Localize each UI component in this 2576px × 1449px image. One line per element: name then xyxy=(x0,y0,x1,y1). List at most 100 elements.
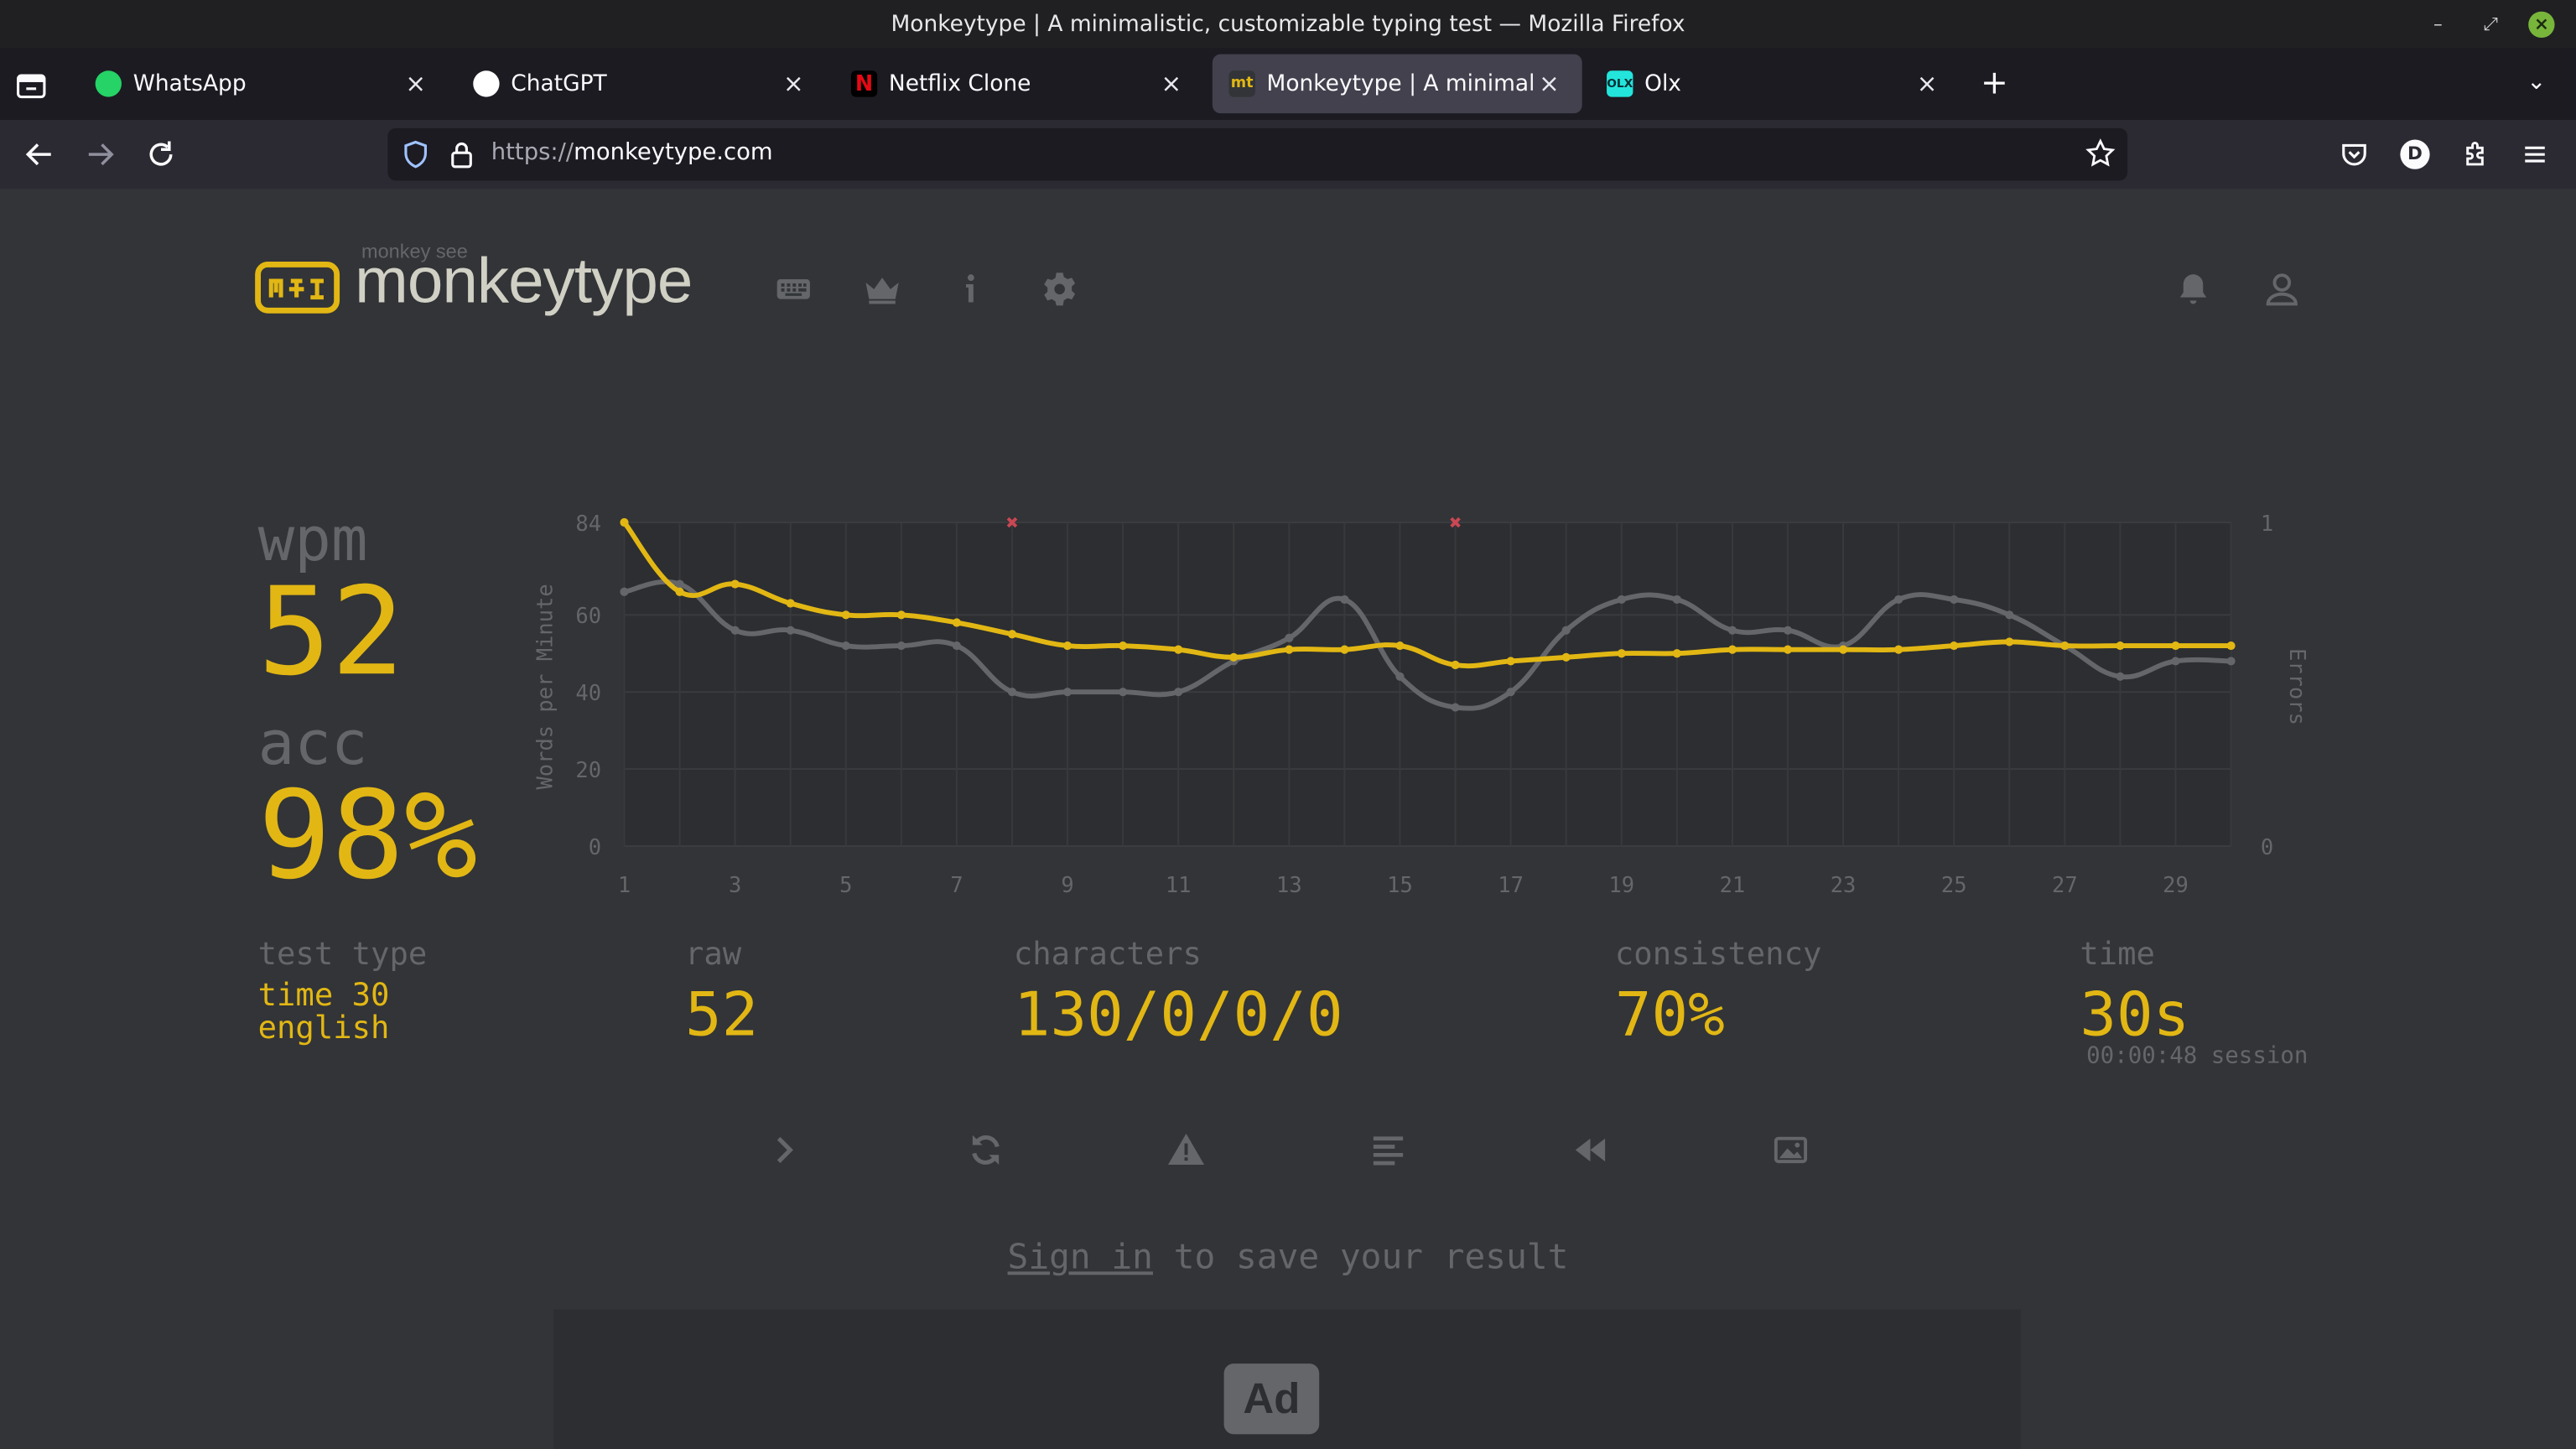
url-host: monkeytype.com xyxy=(574,139,773,166)
restore-icon[interactable]: ⤢ xyxy=(2483,13,2498,35)
navigation-bar: https://monkeytype.com D xyxy=(0,120,2576,190)
watch-replay-icon[interactable] xyxy=(1571,1130,1610,1170)
sign-in-link[interactable]: Sign in xyxy=(1007,1237,1153,1277)
firefox-view-icon[interactable] xyxy=(13,67,49,103)
menu-hamburger-icon[interactable] xyxy=(2516,137,2553,173)
account-user-icon[interactable] xyxy=(2262,269,2302,309)
test-type-mode[interactable]: time 30 xyxy=(257,977,390,1014)
data-point-wpm xyxy=(2060,641,2070,651)
monkeytype-favicon: mt xyxy=(1228,70,1255,97)
data-point-raw xyxy=(1174,688,1183,697)
list-all-tabs-icon[interactable]: ⌄ xyxy=(2527,69,2547,96)
raw-value[interactable]: 52 xyxy=(684,979,759,1050)
x-tick-label: 13 xyxy=(1276,873,1302,898)
window-title: Monkeytype | A minimalistic, customizabl… xyxy=(891,10,1685,38)
netflix-favicon: N xyxy=(850,70,878,97)
data-point-wpm xyxy=(2171,641,2180,651)
tab-title: Olx xyxy=(1644,70,1681,97)
data-point-wpm xyxy=(841,610,850,620)
data-point-raw xyxy=(2116,672,2125,681)
url-text[interactable]: https://monkeytype.com xyxy=(491,140,773,166)
data-point-wpm xyxy=(952,618,962,627)
window-titlebar: Monkeytype | A minimalistic, customizabl… xyxy=(0,0,2576,48)
data-point-raw xyxy=(1119,688,1128,697)
tab-olx[interactable]: OLX Olx × xyxy=(1590,55,1960,114)
x-tick-label: 17 xyxy=(1498,873,1524,898)
data-point-wpm xyxy=(1894,645,1903,654)
test-type-language[interactable]: english xyxy=(257,1010,390,1046)
wpm-label: wpm xyxy=(257,504,368,575)
tracking-protection-shield-icon[interactable] xyxy=(401,140,430,176)
data-point-raw xyxy=(1894,595,1903,605)
tab-close-icon[interactable]: × xyxy=(1161,69,1182,99)
data-point-raw xyxy=(1395,672,1405,681)
characters-value[interactable]: 130/0/0/0 xyxy=(1013,979,1343,1050)
window-close-icon[interactable]: × xyxy=(2528,11,2555,39)
x-tick-label: 3 xyxy=(729,873,741,898)
lock-icon[interactable] xyxy=(449,140,475,176)
wpm-value[interactable]: 52 xyxy=(257,562,405,704)
tab-title: WhatsApp xyxy=(132,70,247,97)
error-marker-stroke xyxy=(1006,517,1018,528)
new-tab-icon[interactable]: + xyxy=(1981,62,2008,102)
tab-monkeytype[interactable]: mt Monkeytype | A minimalistic, customiz… xyxy=(1212,54,1582,114)
info-icon[interactable] xyxy=(951,269,990,309)
tab-close-icon[interactable]: × xyxy=(1539,69,1560,99)
tab-close-icon[interactable]: × xyxy=(405,69,426,99)
data-point-wpm xyxy=(1838,645,1848,654)
forward-icon[interactable] xyxy=(82,137,118,173)
data-point-raw xyxy=(1007,688,1017,697)
error-marker-stroke xyxy=(1450,517,1461,528)
acc-label: acc xyxy=(257,708,368,779)
crown-leaderboard-icon[interactable] xyxy=(863,269,902,309)
logo-subtitle: monkey see xyxy=(361,240,468,263)
data-point-raw xyxy=(2226,657,2236,666)
extensions-icon[interactable] xyxy=(2458,137,2494,173)
back-icon[interactable] xyxy=(21,137,57,173)
restart-test-icon[interactable] xyxy=(966,1130,1005,1170)
monkeytype-logo-icon[interactable] xyxy=(255,261,340,314)
test-type-label: test type xyxy=(257,936,428,973)
data-point-raw xyxy=(2171,657,2180,666)
show-words-history-icon[interactable] xyxy=(1368,1130,1408,1170)
x-tick-label: 9 xyxy=(1061,873,1073,898)
account-avatar-icon[interactable]: D xyxy=(2397,137,2433,173)
tab-chatgpt[interactable]: ChatGPT × xyxy=(457,55,827,114)
data-point-wpm xyxy=(1727,645,1737,654)
whatsapp-favicon xyxy=(95,70,122,97)
tab-close-icon[interactable]: × xyxy=(782,69,804,99)
x-tick-label: 23 xyxy=(1831,873,1857,898)
reload-icon[interactable] xyxy=(143,137,179,173)
chart-plot-area xyxy=(624,522,2231,846)
x-tick-label: 27 xyxy=(2052,873,2078,898)
settings-gear-icon[interactable] xyxy=(1040,269,1079,309)
tab-close-icon[interactable]: × xyxy=(1916,69,1938,99)
minimize-icon[interactable]: – xyxy=(2433,13,2443,35)
tab-title: ChatGPT xyxy=(511,70,607,97)
pocket-icon[interactable] xyxy=(2336,137,2372,173)
data-point-raw xyxy=(841,641,850,651)
data-point-wpm xyxy=(620,517,629,527)
data-point-wpm xyxy=(1617,649,1626,658)
tab-whatsapp[interactable]: WhatsApp × xyxy=(79,55,449,114)
raw-label: raw xyxy=(684,936,742,973)
url-bar[interactable]: https://monkeytype.com xyxy=(387,127,2128,181)
data-point-raw xyxy=(952,641,962,651)
tab-netflix[interactable]: N Netflix Clone × xyxy=(834,55,1204,114)
consistency-value[interactable]: 70% xyxy=(1614,979,1725,1050)
acc-value[interactable]: 98% xyxy=(257,765,478,907)
next-test-icon[interactable] xyxy=(764,1130,803,1170)
y-tick-label: 0 xyxy=(589,835,601,860)
save-screenshot-image-icon[interactable] xyxy=(1771,1130,1810,1170)
data-point-wpm xyxy=(1783,645,1793,654)
notifications-bell-icon[interactable] xyxy=(2174,269,2213,309)
practice-missed-words-warning-icon[interactable] xyxy=(1166,1130,1206,1170)
data-point-wpm xyxy=(786,599,795,608)
time-value[interactable]: 30s xyxy=(2080,979,2190,1050)
bookmark-star-icon[interactable] xyxy=(2085,138,2116,176)
time-label: time xyxy=(2080,936,2155,973)
y-tick-label: 84 xyxy=(575,512,601,537)
logo-text[interactable]: monkeytype xyxy=(355,246,693,318)
keyboard-icon[interactable] xyxy=(774,269,813,309)
